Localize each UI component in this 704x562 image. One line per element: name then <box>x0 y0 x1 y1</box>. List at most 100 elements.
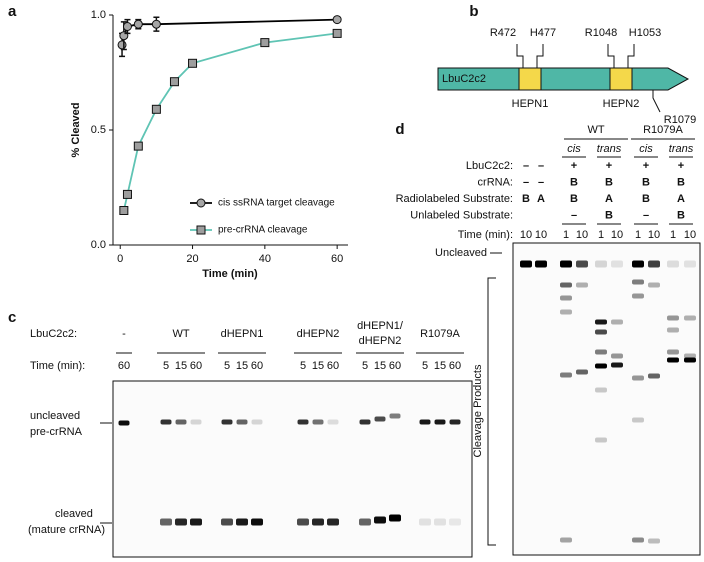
time-label: 10 <box>611 229 623 241</box>
condition-label: cis <box>639 143 653 155</box>
row-label: Time (min): <box>458 229 513 241</box>
group-label: dHEPN1/ <box>357 320 404 332</box>
band-pointer <box>100 422 112 524</box>
time-label: 60 <box>251 360 263 372</box>
time-label: 5 <box>300 360 306 372</box>
residue-label: R1048 <box>585 27 617 39</box>
gel-band <box>374 516 386 524</box>
gel-band <box>251 419 263 425</box>
gel-band <box>449 518 461 526</box>
gel-band <box>632 537 644 543</box>
time-label: 15 <box>312 360 324 372</box>
panel-label: c <box>8 309 16 326</box>
x-tick-label: 20 <box>186 253 198 265</box>
time-label: 15 <box>434 360 446 372</box>
gel-band <box>684 315 696 321</box>
x-axis-label: Time (min) <box>202 268 258 280</box>
time-label: 60 <box>449 360 461 372</box>
gel-band <box>560 282 572 288</box>
cell: B <box>677 209 685 221</box>
gel-band <box>560 260 572 268</box>
cell: B <box>522 193 530 205</box>
y-tick-label: 1.0 <box>91 9 106 21</box>
cell: + <box>643 160 649 172</box>
time-label: 10 <box>520 229 532 241</box>
gel-band <box>595 437 607 443</box>
gel-band <box>632 293 644 299</box>
gel-band <box>611 353 623 359</box>
time-label: 15 <box>175 360 187 372</box>
marker <box>117 40 127 50</box>
y-tick-label: 0.5 <box>91 124 106 136</box>
gel-band <box>667 349 679 355</box>
cell: B <box>570 193 578 205</box>
cell: B <box>642 193 650 205</box>
gel-band <box>251 518 263 526</box>
row-label: LbuC2c2: <box>466 160 513 172</box>
cell: B <box>677 176 685 188</box>
gel-band <box>327 518 339 526</box>
domain-label: HEPN1 <box>512 98 549 110</box>
gel-band <box>595 319 607 325</box>
gel-band <box>648 260 660 268</box>
gel-band <box>175 419 187 425</box>
gel-band <box>236 419 248 425</box>
gel-band <box>359 419 371 425</box>
gel-band <box>648 282 660 288</box>
cell: B <box>642 176 650 188</box>
gel-band <box>560 295 572 301</box>
marker <box>332 15 342 25</box>
condition-label: cis <box>567 143 581 155</box>
gel-band <box>595 329 607 335</box>
time-label: 10 <box>684 229 696 241</box>
marker <box>119 206 129 215</box>
group-label: dHEPN1 <box>221 328 264 340</box>
gel-band <box>175 518 187 526</box>
gel-band <box>160 419 172 425</box>
time-label: 15 <box>374 360 386 372</box>
residue-label: R472 <box>490 27 516 39</box>
domain-label: HEPN2 <box>603 98 640 110</box>
row-label: LbuC2c2: <box>30 328 77 340</box>
gel-band <box>535 260 547 268</box>
legend-label: cis ssRNA target cleavage <box>218 198 335 209</box>
group-label: R1079A <box>420 328 460 340</box>
time-label: 5 <box>422 360 428 372</box>
gel-band <box>595 387 607 393</box>
row-label: crRNA: <box>478 176 513 188</box>
row-label: Radiolabeled Substrate: <box>396 193 513 205</box>
time-label: 1 <box>635 229 641 241</box>
legend-marker <box>196 225 206 235</box>
gel-band <box>359 518 371 526</box>
time-label: 1 <box>598 229 604 241</box>
gel <box>512 242 701 556</box>
gel-band <box>632 417 644 423</box>
protein-name: LbuC2c2 <box>442 73 486 85</box>
gel-band <box>520 260 532 268</box>
marker <box>260 38 270 48</box>
group-label: WT <box>587 124 604 136</box>
time-label: 5 <box>224 360 230 372</box>
panel-label: d <box>395 121 404 138</box>
gel-band <box>297 419 309 425</box>
gel-band <box>667 260 679 268</box>
gel-band <box>611 362 623 368</box>
gel-band <box>389 413 401 419</box>
time-label: 10 <box>576 229 588 241</box>
group-label: dHEPN2 <box>297 328 340 340</box>
hepn-box <box>609 67 633 91</box>
gel-band <box>327 419 339 425</box>
gel-band <box>576 282 588 288</box>
gel-band <box>576 369 588 375</box>
cell: – <box>643 209 649 221</box>
gel-band <box>449 419 461 425</box>
cell: B <box>570 176 578 188</box>
band-label: uncleaved <box>30 410 80 422</box>
gel-band <box>374 416 386 422</box>
gel-band <box>632 375 644 381</box>
gel-band <box>419 419 431 425</box>
panel-label: a <box>8 3 17 20</box>
gel-band <box>667 327 679 333</box>
gel-band <box>236 518 248 526</box>
